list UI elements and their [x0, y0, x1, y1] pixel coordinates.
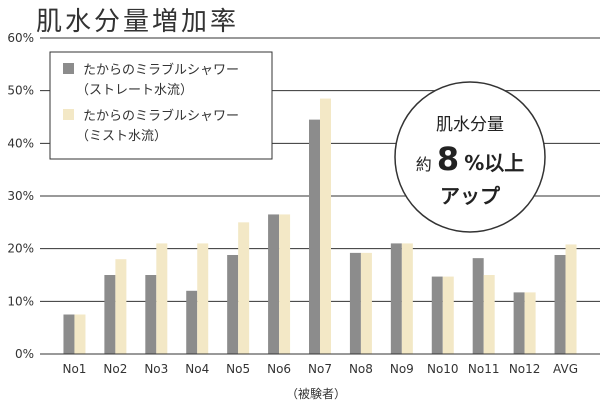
- y-tick-label: 60%: [7, 31, 34, 45]
- bar-straight: [349, 252, 361, 354]
- badge-circle: [394, 81, 546, 233]
- legend-label-straight-line1: たからのミラブルシャワー: [83, 62, 239, 78]
- x-tick-label: No9: [390, 362, 414, 376]
- bar-mist: [483, 275, 495, 354]
- y-tick-label: 40%: [7, 136, 34, 150]
- legend-swatch-straight: [63, 63, 74, 74]
- chart-title: 肌水分量増加率: [36, 7, 239, 37]
- y-tick-label: 0%: [15, 347, 34, 361]
- bar-straight: [227, 254, 239, 354]
- bar-mist: [238, 222, 250, 354]
- bar-mist: [197, 243, 209, 354]
- badge-number: 8: [437, 140, 459, 178]
- bar-straight: [186, 290, 198, 354]
- x-tick-label: No12: [509, 362, 541, 376]
- x-tick-label: No2: [103, 362, 127, 376]
- x-tick-label: No6: [267, 362, 291, 376]
- bar-straight: [268, 214, 280, 354]
- bar-straight: [554, 254, 566, 354]
- badge-line-3: アップ: [440, 184, 501, 208]
- bar-mist: [156, 243, 168, 354]
- x-axis-ticks: No1 No2 No3 No4 No5 No6 No7 No8 No9 No10 No11 No12 A…: [62, 362, 578, 376]
- legend-box: [49, 51, 273, 160]
- x-tick-label: No10: [427, 362, 459, 376]
- badge-prefix: 約: [416, 155, 432, 174]
- legend-swatch-mist: [63, 109, 74, 120]
- y-tick-label: 30%: [7, 189, 34, 203]
- x-tick-label: No11: [468, 362, 500, 376]
- x-tick-label: No8: [349, 362, 373, 376]
- legend-label-mist-line2: （ミスト水流）: [76, 129, 167, 144]
- legend-label-straight-line2: （ストレート水流）: [76, 83, 193, 98]
- bar-mist: [279, 214, 291, 354]
- legend-label-mist-line1: たからのミラブルシャワー: [83, 108, 239, 124]
- bar-straight: [309, 119, 320, 354]
- x-tick-label: No5: [226, 362, 250, 376]
- bar-mist: [320, 98, 331, 354]
- badge-suffix: %以上: [464, 151, 524, 175]
- bar-mist: [115, 259, 127, 354]
- x-axis-label: （被験者）: [286, 386, 346, 401]
- bar-mist: [401, 243, 413, 354]
- bar-straight: [104, 275, 116, 354]
- bar-mist: [565, 244, 577, 354]
- bar-straight: [390, 243, 402, 354]
- bar-straight: [472, 258, 484, 354]
- bar-mist: [74, 314, 86, 354]
- bar-straight: [63, 314, 75, 354]
- bar-straight: [513, 292, 525, 354]
- bar-mist: [360, 252, 372, 354]
- highlight-badge: 肌水分量 約 8 %以上 アップ: [394, 81, 546, 233]
- x-tick-label: No3: [144, 362, 168, 376]
- legend: たからのミラブルシャワー （ストレート水流） たからのミラブルシャワー （ミスト…: [49, 51, 273, 160]
- y-tick-label: 20%: [7, 242, 34, 256]
- x-tick-label: AVG: [553, 362, 578, 376]
- badge-line-2: 約 8 %以上: [416, 140, 525, 178]
- x-tick-label: No7: [308, 362, 332, 376]
- bar-mist: [524, 292, 536, 354]
- bar-mist: [442, 276, 454, 354]
- y-tick-label: 10%: [7, 294, 34, 308]
- y-axis-ticks: 0% 10% 20% 30% 40% 50% 60%: [7, 31, 34, 361]
- y-tick-label: 50%: [7, 84, 34, 98]
- bar-straight: [431, 276, 443, 354]
- bar-straight: [145, 275, 157, 354]
- x-tick-label: No1: [62, 362, 86, 376]
- badge-line-1: 肌水分量: [436, 115, 504, 135]
- bars: [63, 98, 577, 354]
- x-tick-label: No4: [185, 362, 209, 376]
